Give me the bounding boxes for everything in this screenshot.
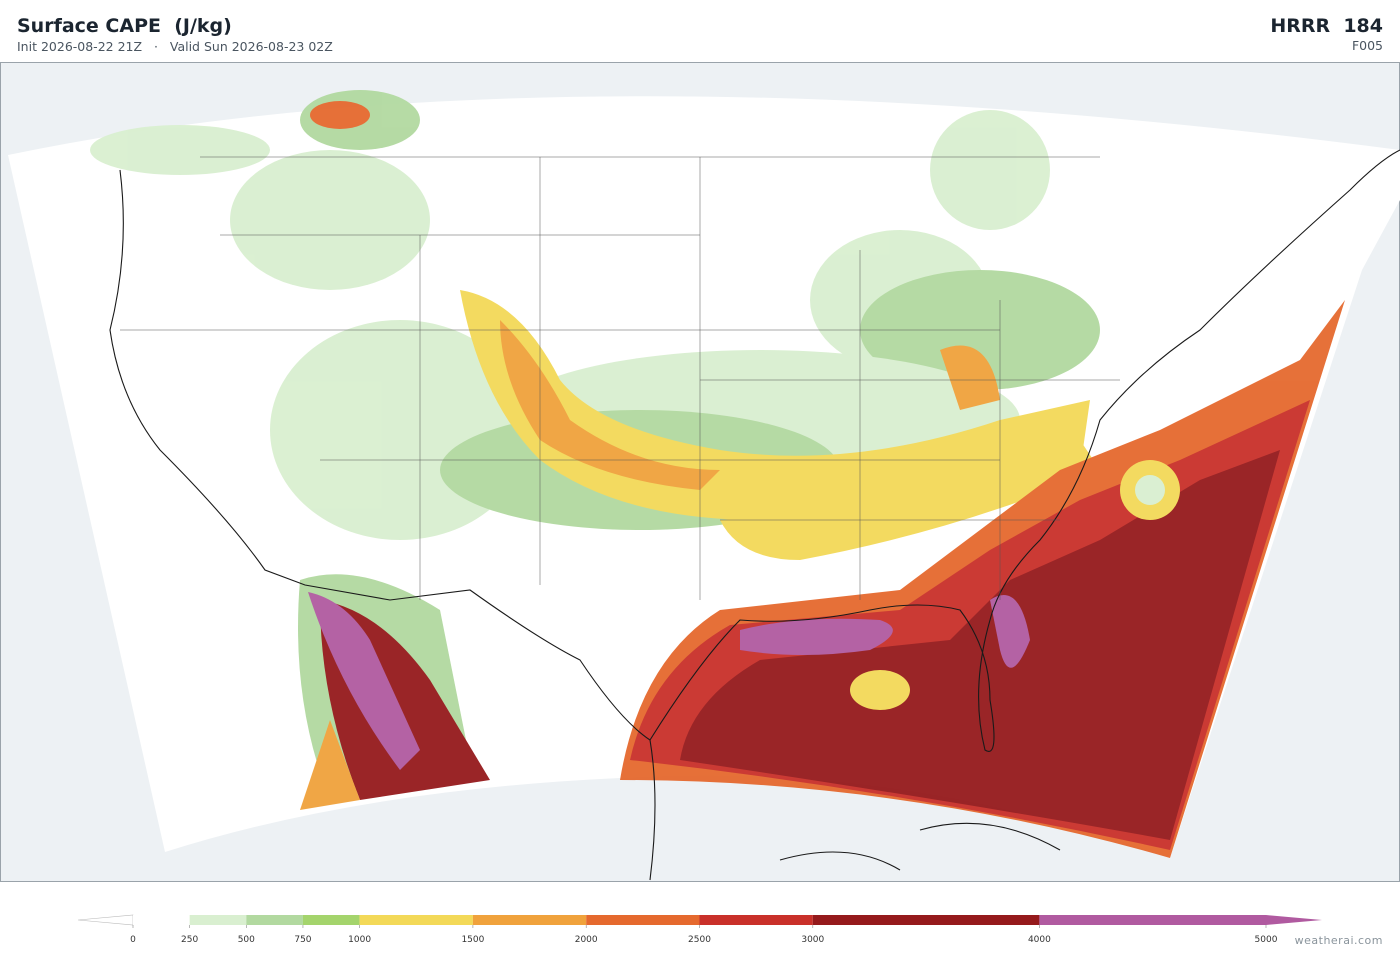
colorbar-segment [246,915,303,925]
init-time: Init 2026-08-22 21Z [17,39,143,54]
valid-time: Valid Sun 2026-08-23 02Z [169,39,333,54]
colorbar-tick-label: 0 [130,935,136,945]
colorbar-segment [472,915,587,925]
colorbar-segment [699,915,813,925]
colorbar-segment [133,915,190,925]
separator: · [153,39,158,54]
colorbar-tick-label: 1500 [461,935,484,945]
model-name: HRRR 184 [1270,15,1383,37]
colorbar-tick-label: 5000 [1255,935,1278,945]
colorbar-tick-label: 3000 [801,935,824,945]
colorbar-segment [189,915,247,925]
credit: weatherai.com [1294,934,1383,947]
title: Surface CAPE (J/kg) [17,15,232,37]
colorbar-tick-label: 500 [238,935,255,945]
map [0,62,1400,882]
colorbar-extend-high [1266,915,1322,925]
colorbar-tick-label: 1000 [348,935,371,945]
forecast-hour: F005 [1351,38,1383,53]
colorbar: 0 250 500 750 1000 1500 2000 2500 3000 4000 5000 [77,914,1322,945]
boundaries [109,149,1400,881]
colorbar-segment [302,915,360,925]
cape-field [90,90,1345,858]
colorbar-extend-low [77,914,134,926]
colorbar-segment [812,915,1040,925]
colorbar-tick-label: 2000 [575,935,598,945]
colorbar-segment [586,915,700,925]
colorbar-segment [1039,915,1266,925]
colorbar-tick-label: 250 [181,935,198,945]
colorbar-tick-label: 2500 [688,935,711,945]
colorbar-tick-label: 4000 [1028,935,1051,945]
subtitle: Init 2026-08-22 21Z · Valid Sun 2026-08-… [17,39,333,54]
colorbar-segment [359,915,473,925]
colorbar-tick-label: 750 [294,935,311,945]
